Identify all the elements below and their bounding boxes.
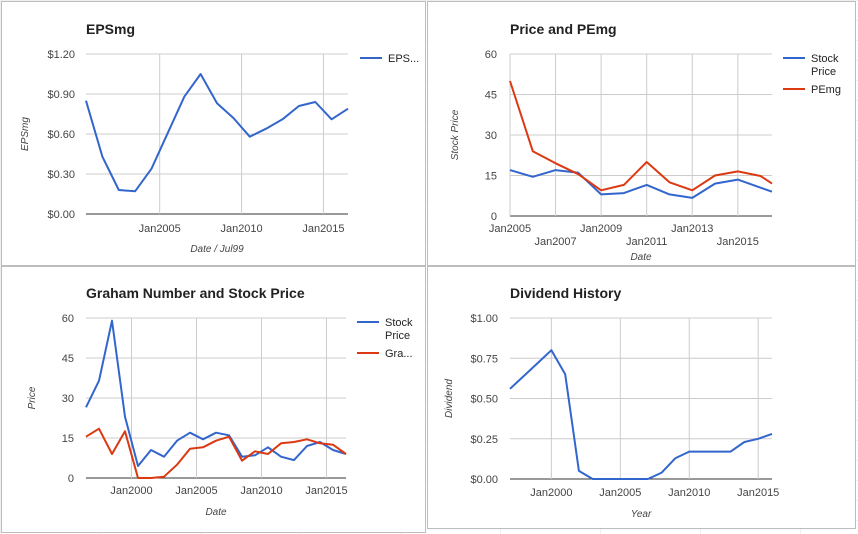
chart-title: Price and PEmg <box>510 21 617 37</box>
y-tick-label: $1.20 <box>47 49 75 61</box>
eps-chart: EPSmg $0.00 $0.30 $0.60 $0.90 $1.20 Jan2005 Jan… <box>2 2 425 265</box>
series-line-1 <box>510 170 772 198</box>
y-tick-label: $0.00 <box>47 209 75 221</box>
y-tick-label: 15 <box>485 171 497 183</box>
series-line-1 <box>510 350 772 479</box>
series-line-2 <box>510 81 772 190</box>
price-pe-chart: Price and PEmg 0 15 30 45 60 Jan2005Jan2007 Jan… <box>428 2 855 265</box>
y-tick-label: $0.00 <box>470 474 498 486</box>
x-tick-label: Jan2005 <box>599 487 641 499</box>
y-tick-label: 15 <box>62 433 74 445</box>
y-tick-label: 45 <box>62 353 74 365</box>
legend-label: Price <box>385 330 410 342</box>
x-tick-label: Jan2013 <box>671 223 713 235</box>
y-tick-label: 60 <box>485 49 497 61</box>
x-tick-label: Jan2010 <box>220 223 262 235</box>
legend-label: Stock <box>385 317 413 329</box>
chart-title: Graham Number and Stock Price <box>86 285 305 301</box>
y-tick-label: $0.75 <box>470 353 498 365</box>
legend-label: Price <box>811 66 836 78</box>
x-tick-label: Jan2011 <box>626 236 667 248</box>
y-axis-label: EPSmg <box>20 117 31 151</box>
x-tick-label: Jan2015 <box>717 236 759 248</box>
legend-label: Gra... <box>385 348 413 360</box>
y-tick-label: 30 <box>485 130 497 142</box>
x-axis-label: Date <box>630 252 652 263</box>
y-tick-label: $0.90 <box>47 89 75 101</box>
x-axis-label: Year <box>631 509 652 520</box>
y-axis-label: Stock Price <box>450 109 461 160</box>
x-tick-label: Jan2000 <box>530 487 572 499</box>
dividend-chart-panel[interactable]: Dividend History $0.00 $0.25 $0.50 $0.75 $1.0… <box>427 266 856 529</box>
x-tick-label: Jan2007 <box>534 236 576 248</box>
x-tick-label: Jan2015 <box>305 485 347 497</box>
y-tick-label: $0.25 <box>470 434 498 446</box>
x-tick-label: Jan2009 <box>580 223 622 235</box>
y-tick-label: $0.50 <box>470 394 498 406</box>
legend-label: PEmg <box>811 84 841 96</box>
eps-chart-panel[interactable]: EPSmg $0.00 $0.30 $0.60 $0.90 $1.20 Jan2005 Jan… <box>1 1 426 266</box>
chart-title: Dividend History <box>510 285 621 301</box>
x-tick-label: Jan2005 <box>139 223 181 235</box>
x-tick-label: Jan2015 <box>737 487 779 499</box>
y-tick-label: $0.30 <box>47 169 75 181</box>
y-tick-label: 0 <box>68 473 74 485</box>
x-tick-label: Jan2010 <box>240 485 282 497</box>
x-tick-label: Jan2005 <box>489 223 531 235</box>
y-tick-label: $0.60 <box>47 129 75 141</box>
chart-title: EPSmg <box>86 21 135 37</box>
x-tick-label: Jan2005 <box>175 485 217 497</box>
y-tick-label: 60 <box>62 313 74 325</box>
legend-label: Stock <box>811 53 839 65</box>
x-tick-label: Jan2010 <box>668 487 710 499</box>
dividend-chart: Dividend History $0.00 $0.25 $0.50 $0.75 $1.0… <box>428 267 855 528</box>
y-tick-label: 45 <box>485 90 497 102</box>
series-line-1 <box>86 321 346 466</box>
y-axis-label: Dividend <box>444 379 455 418</box>
y-tick-label: $1.00 <box>470 313 498 325</box>
graham-chart: Graham Number and Stock Price 0 15 30 45 60 Ja… <box>2 267 425 532</box>
x-axis-label: Date / Jul99 <box>190 244 244 255</box>
y-tick-label: 0 <box>491 211 497 223</box>
legend-label: EPS... <box>388 53 419 65</box>
y-tick-label: 30 <box>62 393 74 405</box>
x-axis-label: Date <box>205 507 227 518</box>
graham-chart-panel[interactable]: Graham Number and Stock Price 0 15 30 45 60 Ja… <box>1 266 426 533</box>
price-pe-chart-panel[interactable]: Price and PEmg 0 15 30 45 60 Jan2005Jan2007 Jan… <box>427 1 856 266</box>
x-tick-label: Jan2015 <box>302 223 344 235</box>
x-tick-label: Jan2000 <box>110 485 152 497</box>
series-line-2 <box>86 429 346 478</box>
y-axis-label: Price <box>27 386 38 409</box>
